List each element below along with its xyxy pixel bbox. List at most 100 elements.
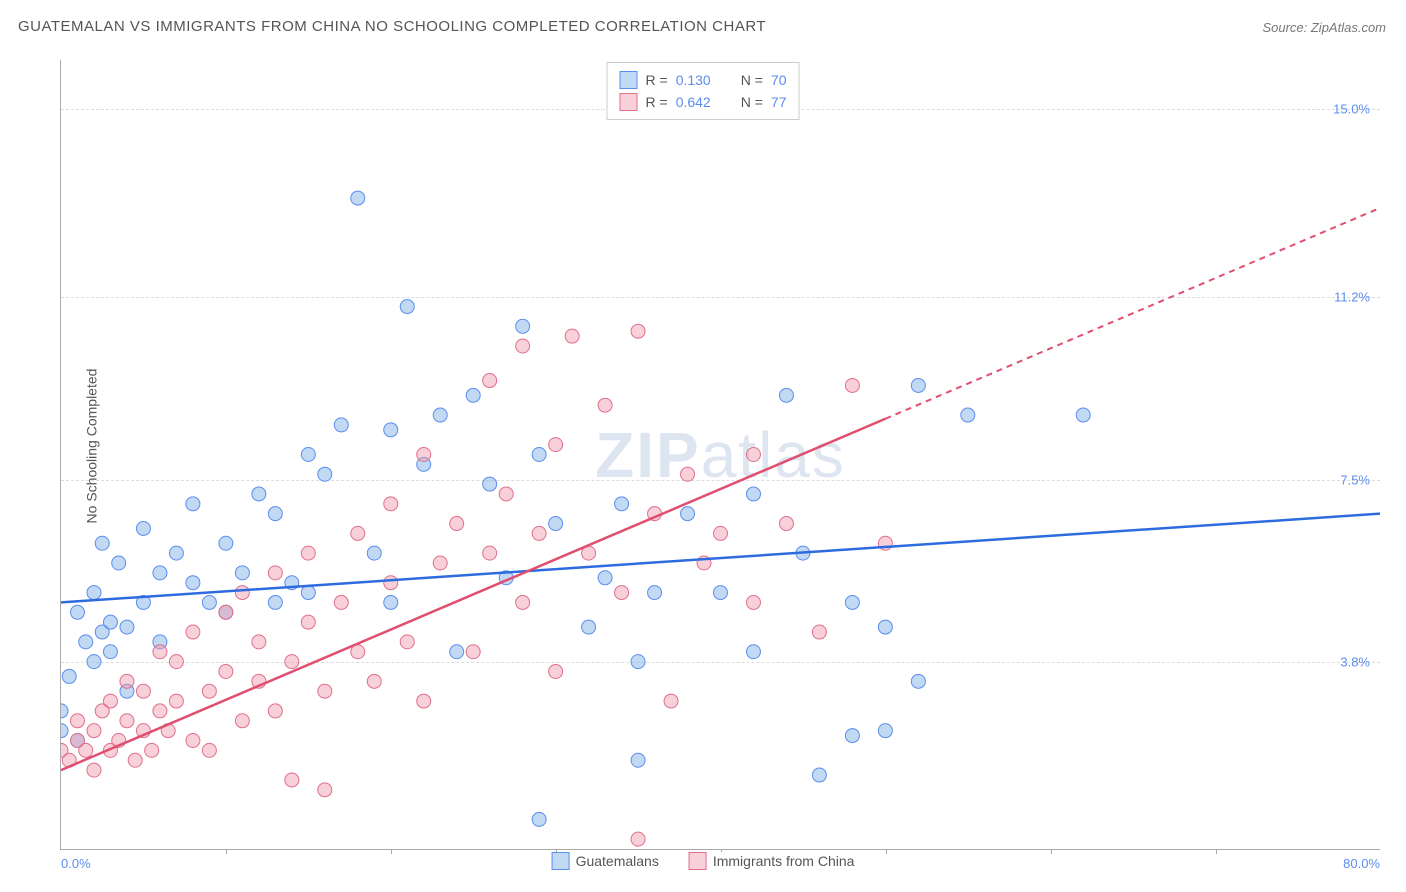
data-point bbox=[87, 655, 101, 669]
data-point bbox=[70, 605, 84, 619]
x-label-min: 0.0% bbox=[61, 856, 91, 871]
data-point bbox=[598, 398, 612, 412]
data-point bbox=[145, 743, 159, 757]
data-point bbox=[417, 448, 431, 462]
data-point bbox=[746, 595, 760, 609]
data-point bbox=[746, 448, 760, 462]
data-point bbox=[235, 714, 249, 728]
data-point bbox=[136, 521, 150, 535]
data-point bbox=[812, 768, 826, 782]
data-point bbox=[186, 734, 200, 748]
data-point bbox=[169, 546, 183, 560]
data-point bbox=[202, 684, 216, 698]
data-point bbox=[549, 438, 563, 452]
data-point bbox=[450, 645, 464, 659]
data-point bbox=[961, 408, 975, 422]
data-point bbox=[433, 556, 447, 570]
data-point bbox=[268, 566, 282, 580]
data-point bbox=[186, 497, 200, 511]
data-point bbox=[301, 448, 315, 462]
n-label: N = bbox=[741, 94, 763, 110]
data-point bbox=[120, 674, 134, 688]
series-label: Guatemalans bbox=[576, 853, 659, 869]
data-point bbox=[367, 674, 381, 688]
chart-container: GUATEMALAN VS IMMIGRANTS FROM CHINA NO S… bbox=[0, 0, 1406, 892]
legend-row: R = 0.642N = 77 bbox=[620, 91, 787, 113]
data-point bbox=[664, 694, 678, 708]
data-point bbox=[351, 191, 365, 205]
data-point bbox=[532, 526, 546, 540]
data-point bbox=[169, 655, 183, 669]
data-point bbox=[681, 467, 695, 481]
data-point bbox=[648, 586, 662, 600]
data-point bbox=[153, 704, 167, 718]
data-point bbox=[417, 694, 431, 708]
plot-area: ZIPatlas 0.0% 80.0% 3.8%7.5%11.2%15.0% bbox=[60, 60, 1380, 850]
data-point bbox=[268, 704, 282, 718]
data-point bbox=[1076, 408, 1090, 422]
data-point bbox=[61, 704, 68, 718]
data-point bbox=[318, 684, 332, 698]
data-point bbox=[466, 388, 480, 402]
data-point bbox=[318, 783, 332, 797]
data-point bbox=[384, 423, 398, 437]
data-point bbox=[615, 497, 629, 511]
data-point bbox=[746, 645, 760, 659]
data-point bbox=[450, 517, 464, 531]
data-point bbox=[202, 595, 216, 609]
data-point bbox=[812, 625, 826, 639]
data-point bbox=[235, 586, 249, 600]
data-point bbox=[615, 586, 629, 600]
n-label: N = bbox=[741, 72, 763, 88]
data-point bbox=[746, 487, 760, 501]
data-point bbox=[433, 408, 447, 422]
data-point bbox=[631, 655, 645, 669]
data-point bbox=[714, 526, 728, 540]
data-point bbox=[61, 724, 68, 738]
data-point bbox=[301, 586, 315, 600]
data-point bbox=[268, 507, 282, 521]
n-value: 70 bbox=[771, 72, 787, 88]
data-point bbox=[582, 620, 596, 634]
data-point bbox=[252, 635, 266, 649]
x-tick bbox=[1051, 849, 1052, 854]
regression-line-extrapolated bbox=[885, 208, 1380, 419]
data-point bbox=[103, 645, 117, 659]
x-tick bbox=[886, 849, 887, 854]
x-tick bbox=[1216, 849, 1217, 854]
data-point bbox=[120, 620, 134, 634]
r-label: R = bbox=[646, 94, 668, 110]
data-point bbox=[70, 714, 84, 728]
data-point bbox=[301, 546, 315, 560]
data-point bbox=[202, 743, 216, 757]
series-label: Immigrants from China bbox=[713, 853, 855, 869]
series-legend: Guatemalans Immigrants from China bbox=[544, 852, 863, 870]
data-point bbox=[285, 773, 299, 787]
source-text: Source: ZipAtlas.com bbox=[1262, 20, 1386, 35]
n-value: 77 bbox=[771, 94, 787, 110]
data-point bbox=[186, 576, 200, 590]
data-point bbox=[268, 595, 282, 609]
data-point bbox=[95, 536, 109, 550]
data-point bbox=[79, 743, 93, 757]
data-point bbox=[532, 448, 546, 462]
data-point bbox=[598, 571, 612, 585]
data-point bbox=[367, 546, 381, 560]
data-point bbox=[103, 615, 117, 629]
data-point bbox=[779, 517, 793, 531]
data-point bbox=[103, 694, 117, 708]
data-point bbox=[334, 418, 348, 432]
data-point bbox=[714, 586, 728, 600]
data-point bbox=[779, 388, 793, 402]
data-point bbox=[516, 339, 530, 353]
data-point bbox=[62, 669, 76, 683]
data-point bbox=[153, 645, 167, 659]
data-point bbox=[87, 724, 101, 738]
data-point bbox=[169, 694, 183, 708]
correlation-legend: R = 0.130N = 70R = 0.642N = 77 bbox=[607, 62, 800, 120]
series-legend-item: Guatemalans bbox=[552, 852, 659, 870]
data-point bbox=[87, 763, 101, 777]
legend-swatch bbox=[552, 852, 570, 870]
data-point bbox=[219, 536, 233, 550]
r-label: R = bbox=[646, 72, 668, 88]
